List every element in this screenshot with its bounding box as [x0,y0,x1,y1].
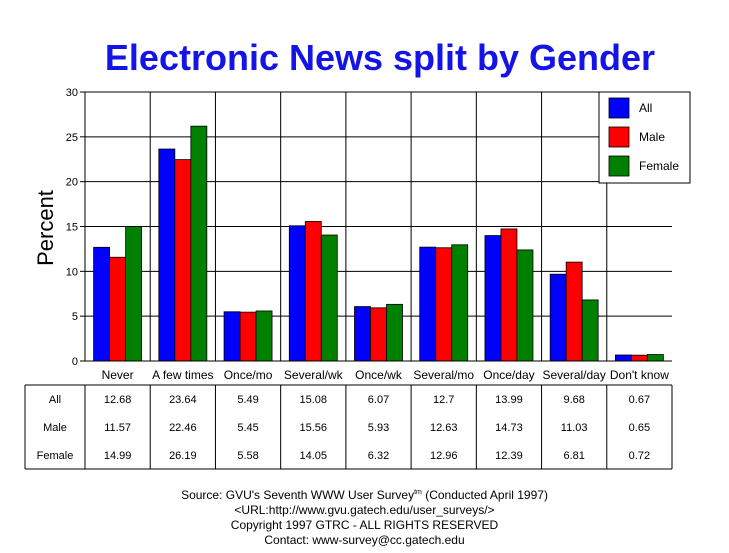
category-label: Once/wk [355,368,403,382]
y-tick-label: 5 [72,311,78,323]
bar [304,221,322,362]
bar [549,273,567,362]
table-cell: 5.58 [237,450,258,462]
table-cell: 0.65 [629,422,650,434]
table-row-header: All [49,394,61,406]
footer: Source: GVU's Seventh WWW User Surveytm … [0,485,729,548]
bar [174,159,192,362]
y-tick-label: 15 [66,222,78,234]
bar [239,311,257,362]
bar [565,261,583,362]
table-cell: 14.99 [104,450,132,462]
table-cell: 15.08 [300,394,328,406]
y-tick-label: 30 [66,87,78,99]
chart-title: Electronic News split by Gender [105,37,655,78]
legend-label: Female [639,159,679,173]
plot-area: 0 5 10 15 20 25 30 Never A few times Once/mo Sever… [66,87,672,382]
bar [630,354,648,362]
bar [435,247,453,362]
bar [451,244,469,362]
table-cell: 11.03 [561,422,588,434]
legend-swatch [608,97,630,119]
table-row-header: Male [43,422,67,434]
table-cell: 5.45 [237,422,258,434]
table-cell: 6.07 [368,394,389,406]
bar [125,226,143,362]
y-tick-label: 0 [72,356,78,368]
category-label: Several/day [542,368,605,382]
bar [516,249,534,362]
legend-label: Male [639,130,665,144]
table-cell: 12.96 [430,450,458,462]
category-label: Several/mo [413,368,474,382]
bar [419,246,437,362]
bar [370,307,387,362]
table-cell: 14.73 [495,422,523,434]
bar [288,225,306,362]
category-label: Once/day [483,368,534,382]
table-cell: 12.68 [104,394,132,406]
table-cell: 9.68 [563,394,584,406]
bar [386,303,403,362]
bar [581,299,599,362]
y-axis-label: Percent [33,190,58,266]
legend-label: All [639,101,652,115]
y-tick-label: 25 [66,132,78,144]
table-row-header: Female [37,450,74,462]
bar [614,354,632,362]
source-prefix: Source: GVU's Seventh WWW User Survey [181,488,415,502]
table-cell: 0.67 [629,394,650,406]
bar [484,235,502,362]
table-cell: 6.32 [368,450,389,462]
bar [190,125,208,362]
table-cell: 13.99 [495,394,523,406]
category-label: Several/wk [284,368,344,382]
table-cell: 23.64 [169,394,197,406]
bar [109,256,127,362]
table-cell: 22.46 [169,422,197,434]
bar [93,246,111,362]
contact: Contact: www-survey@cc.gatech.edu [264,533,465,547]
source-line: Source: GVU's Seventh WWW User Surveytm … [0,485,729,503]
category-label: Never [102,368,134,382]
y-tick-label: 20 [66,177,78,189]
source-url: <URL:http://www.gvu.gatech.edu/user_surv… [234,503,495,517]
source-suffix: (Conducted April 1997) [421,488,548,502]
table-cell: 12.39 [495,450,523,462]
category-label: A few times [152,368,213,382]
legend-swatch [608,126,630,148]
table-cell: 5.93 [368,422,389,434]
table-cell: 0.72 [629,450,650,462]
bar [320,234,338,362]
trademark-mark: tm [414,489,422,496]
copyright: Copyright 1997 GTRC - ALL RIGHTS RESERVE… [230,518,499,532]
bar [646,354,664,362]
legend: All Male Female [598,91,691,184]
bar [158,148,176,362]
table-cell: 5.49 [237,394,258,406]
table-cell: 11.57 [104,422,131,434]
bar [354,306,371,362]
bar [500,228,518,362]
table-cell: 14.05 [300,450,328,462]
legend-swatch [608,155,630,177]
bar [255,310,273,362]
table-cell: 15.56 [300,422,328,434]
y-tick-label: 10 [66,266,78,278]
table-cell: 12.7 [433,394,454,406]
category-label: Once/mo [224,368,273,382]
category-label: Don't know [610,368,669,382]
table-cell: 26.19 [169,450,197,462]
data-table: All 12.68 23.64 5.49 15.08 6.07 12.7 13.99 9.68 0… [24,384,673,470]
table-cell: 12.63 [430,422,458,434]
table-cell: 6.81 [563,450,584,462]
bar [223,311,241,362]
